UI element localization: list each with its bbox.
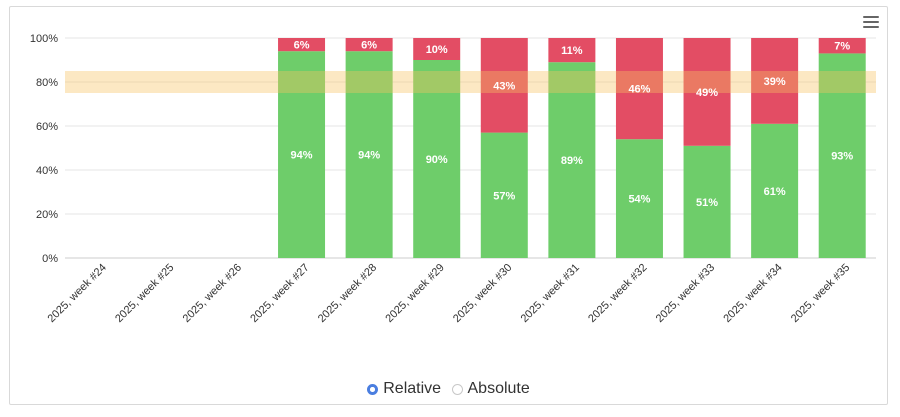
x-tick-label: 2025, week #33	[654, 262, 717, 325]
absolute-label: Absolute	[467, 380, 530, 397]
bar-segment[interactable]	[278, 51, 326, 259]
bar-segment[interactable]	[345, 38, 393, 52]
y-tick-label: 40%	[36, 165, 58, 177]
data-label: 6%	[361, 40, 377, 52]
y-tick-label: 0%	[42, 253, 58, 265]
data-label: 46%	[628, 84, 650, 96]
target-band	[65, 71, 876, 93]
stacked-bar-chart: 0% 20% 40% 60% 80% 100% 94% 6% 94% 6% 90% 10% 57% 43%…	[30, 33, 876, 325]
data-label: 43%	[493, 80, 515, 92]
absolute-radio[interactable]	[451, 383, 463, 395]
bar-segment[interactable]	[548, 62, 596, 259]
bar-segment[interactable]	[683, 38, 731, 146]
data-label: 11%	[561, 45, 583, 57]
y-tick-label: 60%	[36, 121, 58, 133]
data-label: 7%	[834, 41, 850, 53]
data-label: 54%	[628, 194, 650, 206]
data-label: 51%	[696, 197, 718, 209]
bar-segment[interactable]	[548, 38, 596, 63]
bar-segment[interactable]	[345, 51, 393, 259]
absolute-toggle[interactable]: Absolute	[451, 380, 530, 398]
x-tick-label: 2025, week #34	[721, 262, 784, 325]
bar-segment[interactable]	[615, 139, 663, 258]
data-label: 89%	[561, 155, 583, 167]
y-tick-label: 80%	[36, 77, 58, 89]
relative-toggle[interactable]: Relative	[367, 380, 441, 398]
data-label: 10%	[426, 44, 448, 56]
x-tick-label: 2025, week #31	[519, 262, 582, 325]
data-label: 94%	[291, 150, 313, 162]
x-tick-label: 2025, week #27	[248, 262, 311, 325]
x-tick-label: 2025, week #24	[46, 262, 109, 325]
bar-segment[interactable]	[480, 38, 528, 133]
bar-segment[interactable]	[278, 38, 326, 52]
x-tick-label: 2025, week #25	[113, 262, 176, 325]
chart-panel: 0% 20% 40% 60% 80% 100% 94% 6% 94% 6% 90% 10% 57% 43%…	[9, 6, 888, 405]
data-label: 61%	[764, 186, 786, 198]
data-label: 49%	[696, 87, 718, 99]
bar-segment[interactable]	[818, 38, 866, 54]
chart-menu-button[interactable]	[861, 13, 881, 31]
x-tick-label: 2025, week #26	[181, 262, 244, 325]
bar-segment[interactable]	[413, 60, 461, 258]
x-tick-label: 2025, week #29	[383, 262, 446, 325]
relative-radio[interactable]	[367, 383, 379, 395]
x-tick-label: 2025, week #28	[316, 262, 379, 325]
view-toggle: Relative Absolute	[10, 380, 887, 400]
relative-label: Relative	[383, 380, 442, 397]
bar-segment[interactable]	[751, 123, 799, 258]
data-label: 57%	[493, 190, 515, 202]
hamburger-menu-icon	[861, 16, 881, 28]
data-label: 39%	[764, 76, 786, 88]
y-tick-label: 100%	[30, 33, 58, 45]
bar-segment[interactable]	[683, 145, 731, 258]
data-label: 90%	[426, 154, 448, 166]
y-tick-label: 20%	[36, 209, 58, 221]
x-tick-label: 2025, week #35	[789, 262, 852, 325]
data-label: 93%	[831, 151, 853, 163]
bar-segment[interactable]	[413, 38, 461, 60]
data-label: 94%	[358, 150, 380, 162]
bar-segment[interactable]	[615, 38, 663, 140]
bar-segment[interactable]	[818, 53, 866, 259]
bar-segment[interactable]	[751, 38, 799, 124]
bar-segment[interactable]	[480, 132, 528, 258]
x-tick-label: 2025, week #30	[451, 262, 514, 325]
data-label: 6%	[294, 40, 310, 52]
x-tick-label: 2025, week #32	[586, 262, 649, 325]
